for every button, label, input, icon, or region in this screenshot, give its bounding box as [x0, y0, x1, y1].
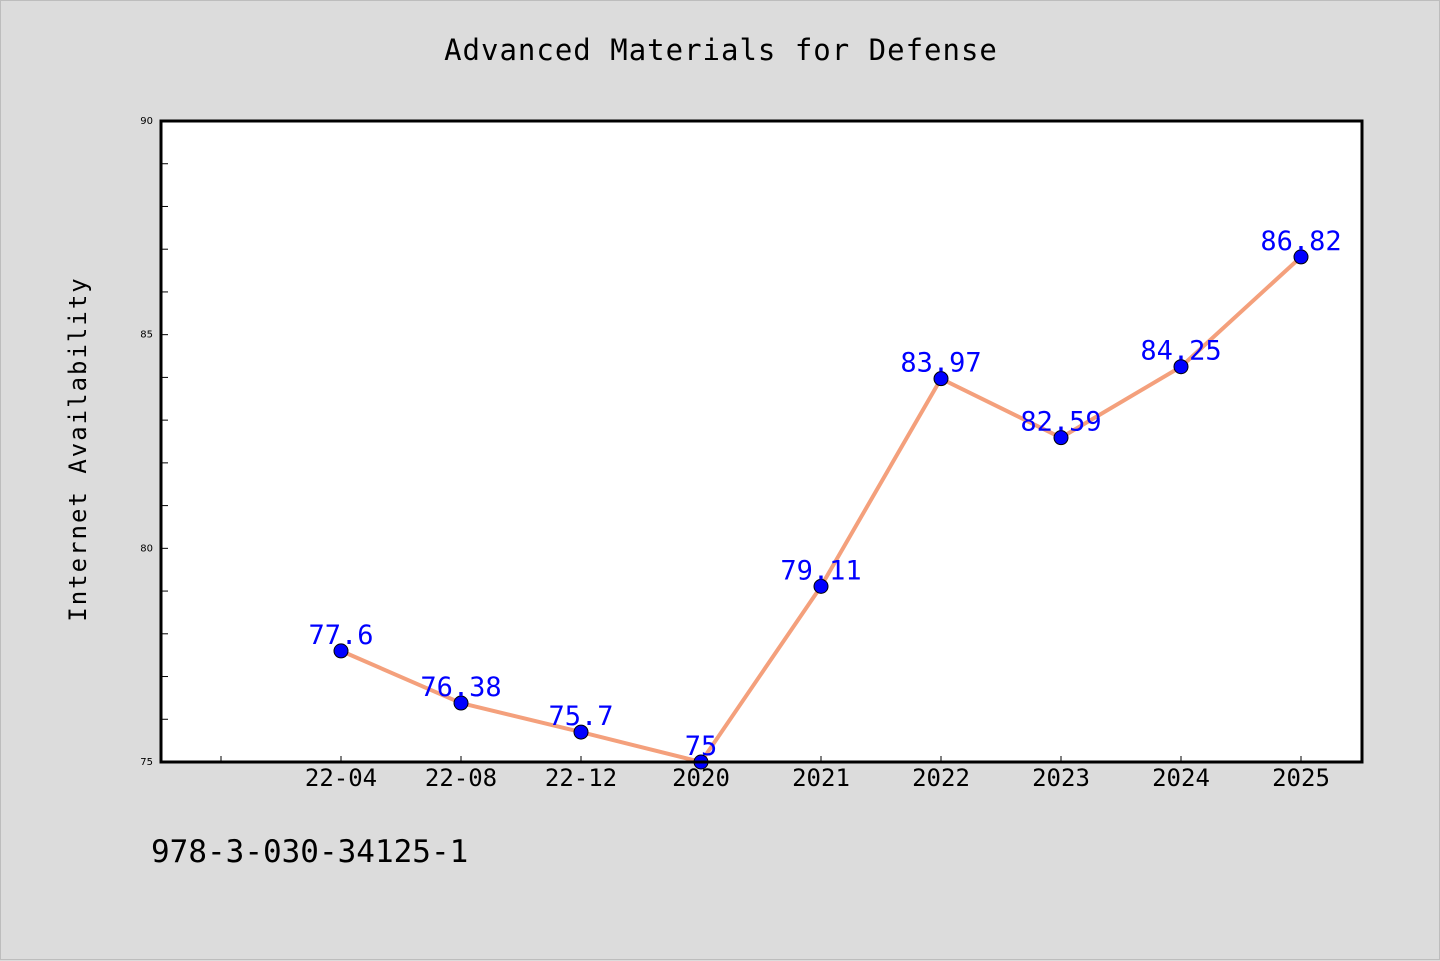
data-label: 77.6: [308, 620, 373, 651]
data-label: 76.38: [420, 672, 501, 703]
chart-title: Advanced Materials for Defense: [444, 33, 998, 67]
plot-area: [161, 121, 1362, 762]
x-tick-label: 2025: [1272, 764, 1330, 792]
plot-frame: [159, 119, 1364, 764]
data-point: [1173, 359, 1189, 375]
x-tick-label: 2021: [792, 764, 850, 792]
data-point: [1293, 249, 1309, 265]
x-tick-label: 22-04: [305, 764, 377, 792]
data-label: 75: [685, 731, 718, 762]
data-point: [333, 643, 349, 659]
data-label: 86.82: [1260, 226, 1341, 257]
data-label: 82.59: [1020, 407, 1101, 438]
data-label: 79.11: [780, 555, 861, 586]
x-tick-label: 2022: [912, 764, 970, 792]
isbn-text: 978-3-030-34125-1: [151, 834, 469, 870]
y-tick-label: 75: [140, 757, 153, 768]
x-tick-label: 22-08: [425, 764, 497, 792]
data-point: [933, 371, 949, 387]
x-tick-label: 22-12: [545, 764, 617, 792]
data-label: 83.97: [900, 348, 981, 379]
y-tick-label: 85: [140, 330, 153, 341]
data-point: [1053, 430, 1069, 446]
x-tick-label: 2023: [1032, 764, 1090, 792]
data-label: 75.7: [548, 701, 613, 732]
data-label: 84.25: [1140, 336, 1221, 367]
y-tick-label: 90: [140, 116, 153, 127]
x-tick-label: 2024: [1152, 764, 1210, 792]
y-tick-label: 80: [140, 543, 153, 554]
data-point: [813, 578, 829, 594]
data-point: [573, 724, 589, 740]
data-point: [453, 695, 469, 711]
